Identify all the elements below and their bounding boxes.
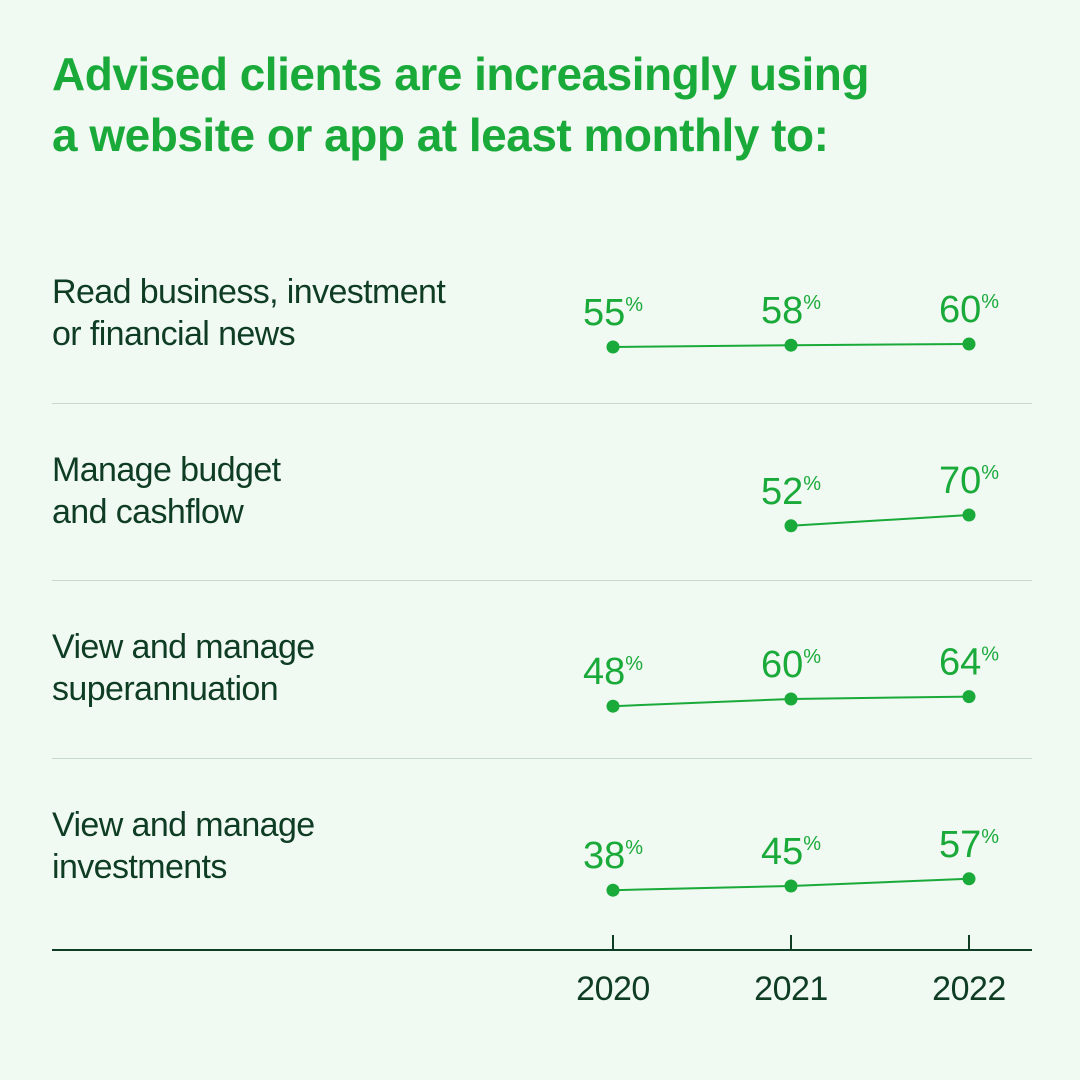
x-tick-label-2020: 2020 — [576, 970, 650, 1008]
data-label-unit: % — [625, 653, 643, 675]
x-axis-tick — [968, 935, 970, 950]
data-point — [962, 690, 976, 704]
row-label-line: superannuation — [52, 670, 279, 708]
data-label-unit: % — [625, 294, 643, 316]
data-point — [606, 699, 620, 713]
data-label-value: 38 — [583, 835, 625, 877]
data-label: 52% — [761, 471, 821, 513]
data-label: 45% — [761, 831, 821, 873]
data-label-unit: % — [625, 837, 643, 859]
row-divider — [52, 580, 1032, 581]
row-label-news: Read business, investment or financial n… — [52, 271, 492, 355]
data-label: 57% — [939, 824, 999, 866]
data-point — [784, 879, 798, 893]
series-line-segment — [790, 343, 970, 347]
data-point — [784, 519, 798, 533]
data-point — [784, 338, 798, 352]
data-label-unit: % — [981, 644, 999, 666]
row-divider — [52, 758, 1032, 759]
data-point — [962, 872, 976, 886]
series-line-segment — [790, 695, 970, 700]
series-line-segment — [790, 514, 970, 527]
series-line-segment — [612, 885, 792, 892]
row-label-line: View and manage — [52, 806, 315, 844]
data-label: 60% — [761, 644, 821, 686]
data-point — [962, 337, 976, 351]
data-label-value: 64 — [939, 642, 981, 684]
row-label-line: and cashflow — [52, 493, 244, 531]
data-label-value: 45 — [761, 831, 803, 873]
data-label-unit: % — [803, 473, 821, 495]
row-label-line: or financial news — [52, 315, 296, 353]
data-label: 60% — [939, 289, 999, 331]
row-label-superannuation: View and manage superannuation — [52, 626, 492, 710]
row-label-line: Read business, investment — [52, 273, 446, 311]
chart-title-line-2: a website or app at least monthly to: — [52, 109, 829, 161]
x-axis-tick — [612, 935, 614, 950]
data-label-value: 48 — [583, 651, 625, 693]
series-line-segment — [790, 877, 970, 887]
data-label-unit: % — [981, 462, 999, 484]
data-label-unit: % — [981, 826, 999, 848]
data-label-unit: % — [981, 291, 999, 313]
data-point — [606, 340, 620, 354]
data-point — [606, 883, 620, 897]
data-label-value: 57 — [939, 824, 981, 866]
data-label: 38% — [583, 835, 643, 877]
x-axis-line — [52, 949, 1032, 951]
x-axis-tick — [790, 935, 792, 950]
data-point — [784, 692, 798, 706]
data-label-value: 52 — [761, 471, 803, 513]
data-label-unit: % — [803, 646, 821, 668]
row-label-investments: View and manage investments — [52, 804, 492, 888]
data-label-value: 55 — [583, 292, 625, 334]
data-label-unit: % — [803, 292, 821, 314]
data-label-unit: % — [803, 833, 821, 855]
data-label: 55% — [583, 292, 643, 334]
data-point — [962, 508, 976, 522]
row-divider — [52, 403, 1032, 404]
x-tick-label-2021: 2021 — [754, 970, 828, 1008]
x-tick-label-2022: 2022 — [932, 970, 1006, 1008]
series-line-segment — [612, 344, 792, 348]
row-label-line: investments — [52, 848, 227, 886]
data-label: 48% — [583, 651, 643, 693]
row-label-line: View and manage — [52, 628, 315, 666]
chart-title-line-1: Advised clients are increasingly using — [52, 48, 869, 100]
data-label-value: 60 — [761, 644, 803, 686]
data-label: 64% — [939, 642, 999, 684]
data-label-value: 58 — [761, 290, 803, 332]
data-label: 70% — [939, 460, 999, 502]
data-label-value: 60 — [939, 289, 981, 331]
series-line-segment — [612, 698, 792, 708]
chart-title: Advised clients are increasingly using a… — [52, 44, 1032, 166]
data-label: 58% — [761, 290, 821, 332]
row-label-budget: Manage budget and cashflow — [52, 449, 492, 533]
row-label-line: Manage budget — [52, 451, 281, 489]
data-label-value: 70 — [939, 460, 981, 502]
